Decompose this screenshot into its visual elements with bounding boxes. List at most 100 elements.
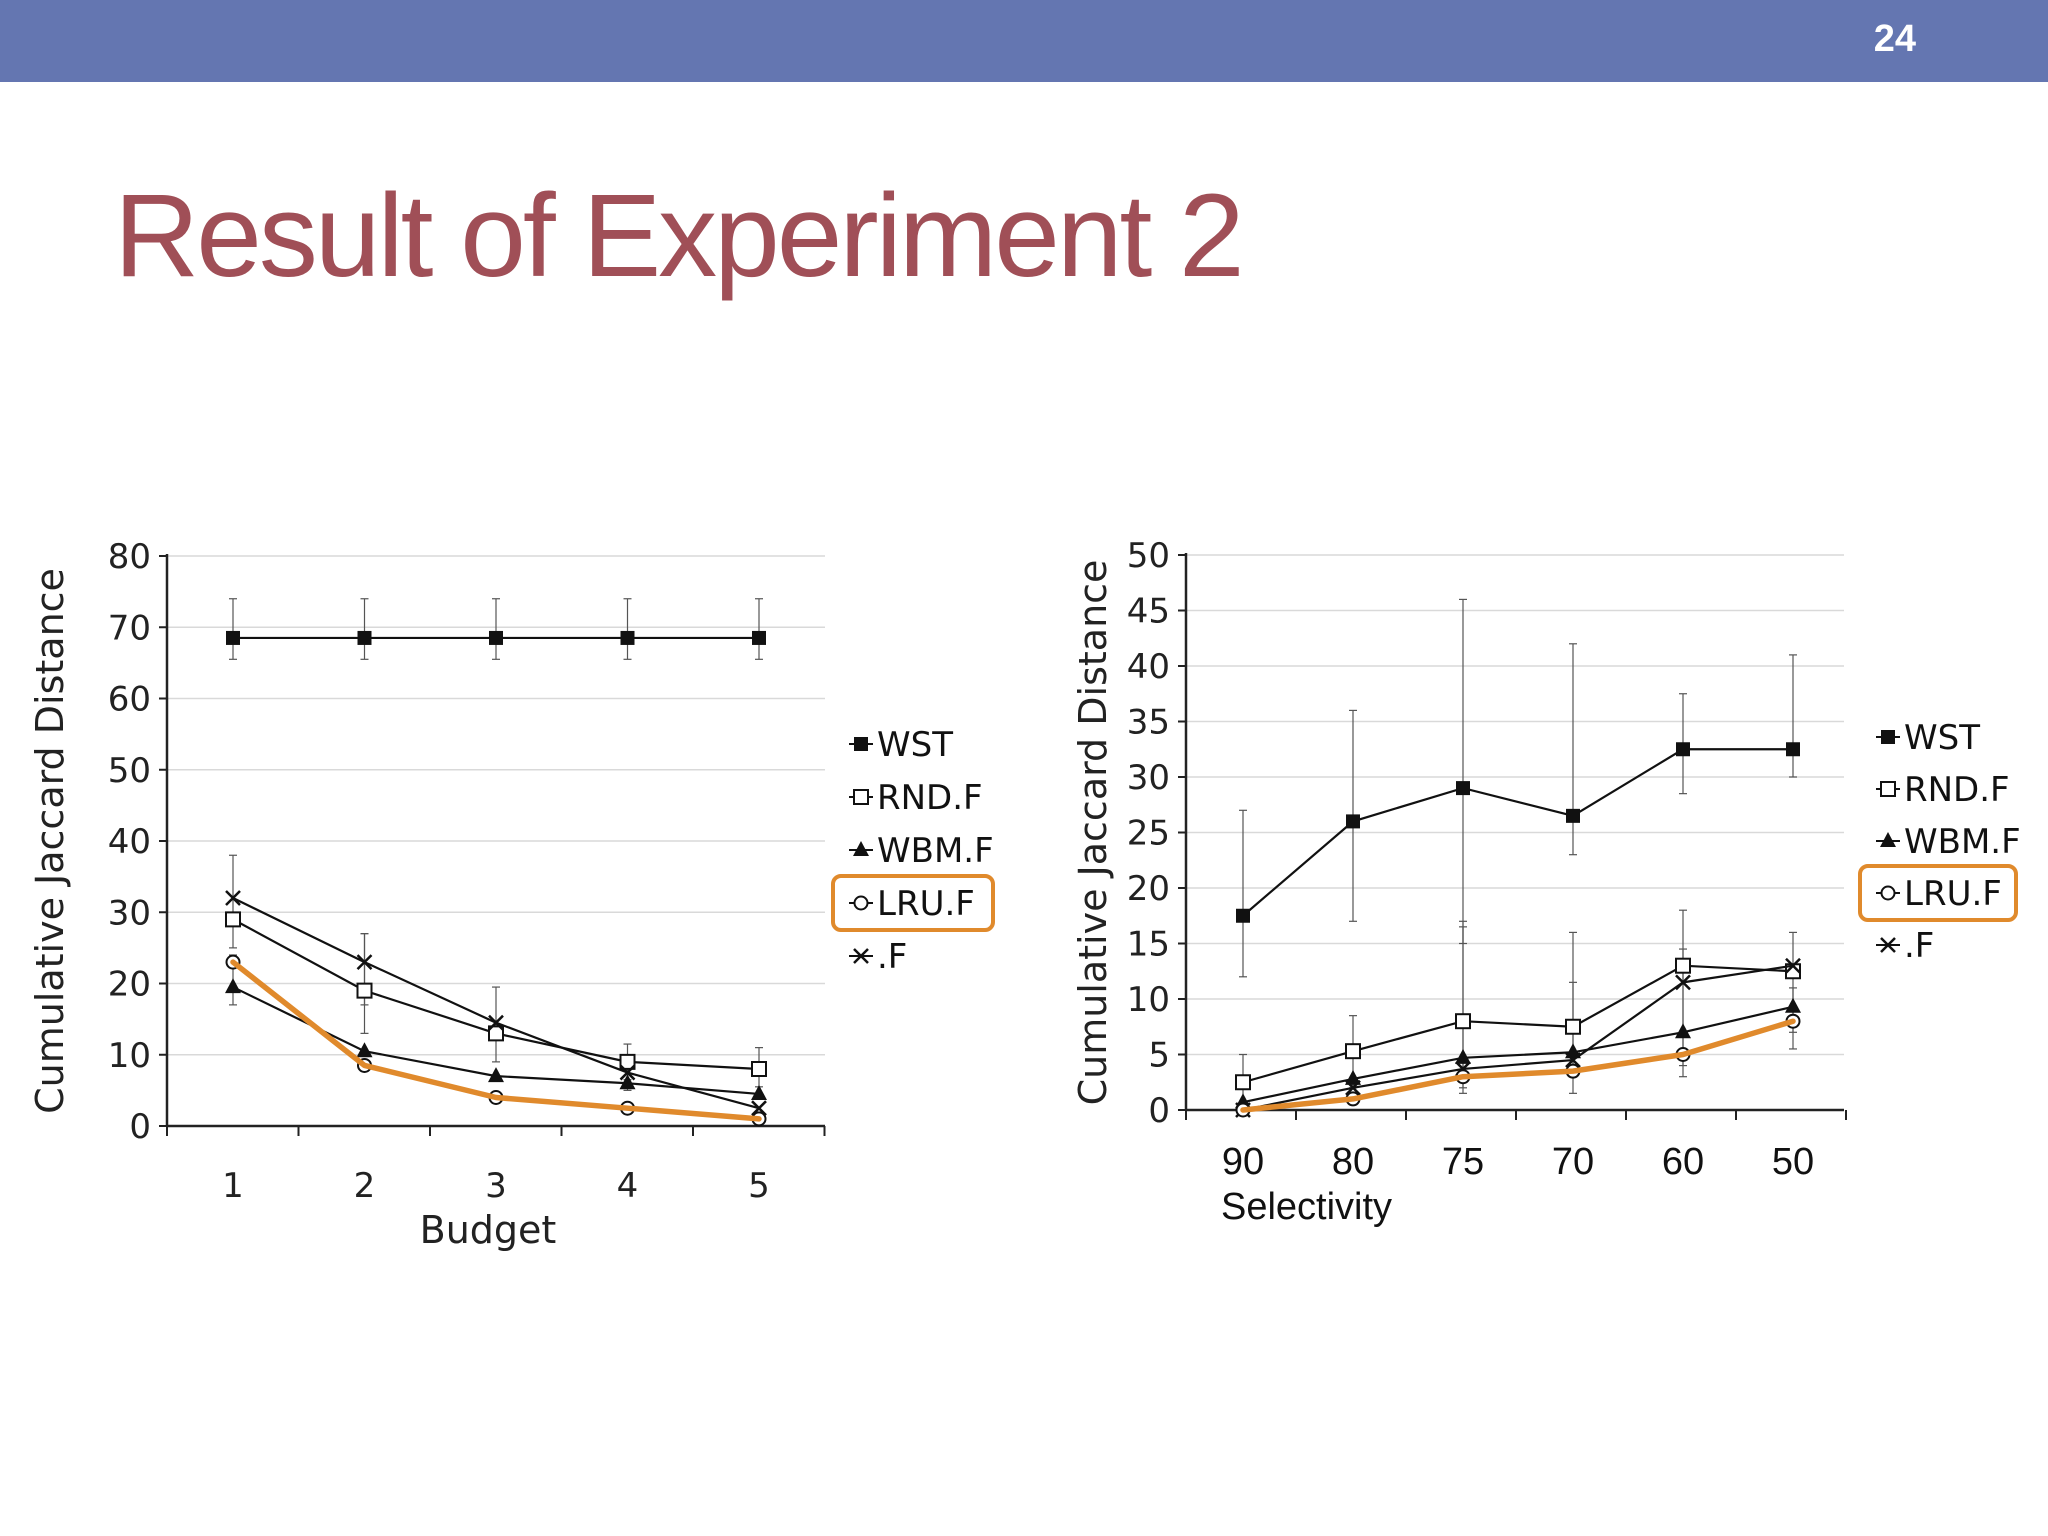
legend-label-f: .F bbox=[1904, 926, 1934, 966]
x-axis-title: Budget bbox=[420, 1208, 557, 1252]
legend-label-wst: WST bbox=[1904, 718, 1980, 758]
data-point-rndf bbox=[356, 982, 373, 999]
legend-highlight-box bbox=[1858, 864, 2018, 922]
data-point-f bbox=[1675, 974, 1691, 991]
data-point-wbmf bbox=[1675, 1023, 1691, 1039]
y-tick-label: 10 bbox=[108, 1036, 151, 1076]
y-tick-label: 20 bbox=[1127, 869, 1170, 909]
data-point-wbmf bbox=[1785, 997, 1801, 1013]
data-point-wst bbox=[752, 630, 766, 645]
legend-marker-lruf bbox=[1880, 885, 1896, 901]
legend-marker-f bbox=[1880, 937, 1896, 953]
data-point-wst bbox=[1236, 908, 1250, 923]
y-tick-label: 40 bbox=[1127, 647, 1170, 687]
data-point-rndf bbox=[225, 911, 241, 928]
series-line-f bbox=[1242, 964, 1794, 1112]
x-tick-label: 70 bbox=[1552, 1141, 1594, 1183]
data-point-wst bbox=[1786, 742, 1800, 757]
y-tick-label: 15 bbox=[1127, 925, 1170, 965]
y-tick-label: 40 bbox=[108, 822, 151, 862]
data-point-f bbox=[225, 890, 241, 906]
x-tick-label: 90 bbox=[1222, 1141, 1264, 1183]
y-tick-label: 10 bbox=[1127, 980, 1170, 1020]
y-tick-label: 25 bbox=[1127, 814, 1170, 854]
x-tick-label: 4 bbox=[617, 1166, 639, 1206]
y-tick-label: 20 bbox=[108, 965, 151, 1005]
data-point-f bbox=[488, 1014, 504, 1031]
legend-label-lruf: LRU.F bbox=[1904, 874, 2002, 914]
highlight-line-lru bbox=[1240, 1018, 1796, 1113]
y-tick-label: 70 bbox=[108, 608, 151, 648]
data-point-rndf bbox=[1455, 1013, 1471, 1030]
y-tick-label: 80 bbox=[108, 537, 151, 577]
data-point-wst bbox=[1566, 808, 1580, 823]
data-point-f bbox=[356, 954, 373, 971]
data-point-f bbox=[619, 1064, 636, 1081]
y-tick-label: 45 bbox=[1127, 592, 1170, 632]
page-number: 24 bbox=[1873, 18, 1916, 60]
data-point-wst bbox=[620, 630, 635, 645]
x-tick-label: 75 bbox=[1442, 1141, 1484, 1183]
legend-marker-wst bbox=[1881, 730, 1895, 744]
legend-label-wbmf: WBM.F bbox=[1904, 822, 2021, 862]
series-line-wst bbox=[1242, 748, 1793, 917]
data-point-wbmf bbox=[1455, 1048, 1471, 1064]
selectivity-chart: 0 5 10 15 20 25 30 35 40 45 50 90 80 75 70 60 50 Selectiv… bbox=[1071, 536, 2021, 1228]
data-point-wst bbox=[1676, 742, 1690, 757]
series-line-lruf bbox=[1242, 1020, 1794, 1112]
x-tick-label: 1 bbox=[222, 1166, 244, 1206]
x-tick-label: 3 bbox=[485, 1166, 507, 1206]
data-point-wst bbox=[357, 630, 372, 645]
x-tick-label: 60 bbox=[1662, 1141, 1704, 1183]
data-point-f bbox=[751, 1100, 767, 1117]
legend-marker-rndf bbox=[1880, 781, 1896, 797]
data-point-f bbox=[1565, 1052, 1581, 1068]
data-point-wst bbox=[226, 630, 240, 645]
slide-title: Result of Experiment 2 bbox=[114, 170, 1245, 302]
highlight-line-lru bbox=[230, 959, 762, 1122]
data-point-wbmf bbox=[225, 978, 241, 994]
y-tick-label: 5 bbox=[1148, 1036, 1170, 1076]
x-tick-label: 80 bbox=[1332, 1141, 1374, 1183]
y-axis-title: Cumulative Jaccard Distance bbox=[1071, 560, 1115, 1106]
data-point-f bbox=[1785, 957, 1801, 974]
data-point-wst bbox=[1456, 781, 1470, 796]
x-axis-title: Selectivity bbox=[1221, 1186, 1392, 1228]
data-point-wbmf bbox=[488, 1067, 504, 1083]
y-tick-label: 0 bbox=[129, 1107, 151, 1147]
header-bar: 24 bbox=[0, 0, 2048, 82]
y-tick-label: 35 bbox=[1127, 703, 1170, 743]
data-point-f bbox=[1345, 1079, 1361, 1096]
y-tick-label: 30 bbox=[108, 893, 151, 933]
legend-label-f: .F bbox=[877, 937, 907, 977]
data-point-rndf bbox=[1565, 1018, 1581, 1035]
legend-marker-lruf bbox=[853, 895, 869, 911]
y-tick-label: 0 bbox=[1148, 1091, 1170, 1131]
series-line-wbmf bbox=[1242, 1005, 1794, 1104]
data-point-wbmf bbox=[751, 1084, 767, 1100]
data-point-wst bbox=[1346, 814, 1360, 829]
legend-marker-rndf bbox=[853, 789, 869, 805]
legend-marker-wbmf bbox=[853, 841, 869, 856]
x-tick-label: 2 bbox=[354, 1166, 376, 1206]
legend-marker-wst bbox=[854, 737, 868, 751]
data-point-wst bbox=[489, 630, 503, 645]
data-point-wbmf bbox=[356, 1042, 373, 1058]
legend-marker-wbmf bbox=[1880, 832, 1896, 847]
x-tick-label: 5 bbox=[748, 1166, 770, 1206]
y-tick-label: 50 bbox=[108, 751, 151, 791]
data-point-rndf bbox=[488, 1025, 504, 1042]
budget-chart: 0 10 20 30 40 50 60 70 80 1 2 3 4 5 Budget Cumulative J… bbox=[28, 537, 995, 1252]
data-point-rndf bbox=[1675, 957, 1691, 974]
y-tick-label: 30 bbox=[1127, 758, 1170, 798]
y-tick-label: 50 bbox=[1127, 536, 1170, 576]
legend-label-wbmf: WBM.F bbox=[877, 831, 994, 871]
data-point-rndf bbox=[751, 1061, 767, 1077]
data-point-rndf bbox=[1345, 1043, 1361, 1060]
legend-label-wst: WST bbox=[877, 725, 953, 765]
data-point-rndf bbox=[1235, 1074, 1251, 1091]
legend-label-lruf: LRU.F bbox=[877, 884, 975, 924]
legend-label-rndf: RND.F bbox=[877, 778, 983, 818]
y-axis-title: Cumulative Jaccard Distance bbox=[28, 568, 72, 1114]
legend-label-rndf: RND.F bbox=[1904, 770, 2010, 810]
